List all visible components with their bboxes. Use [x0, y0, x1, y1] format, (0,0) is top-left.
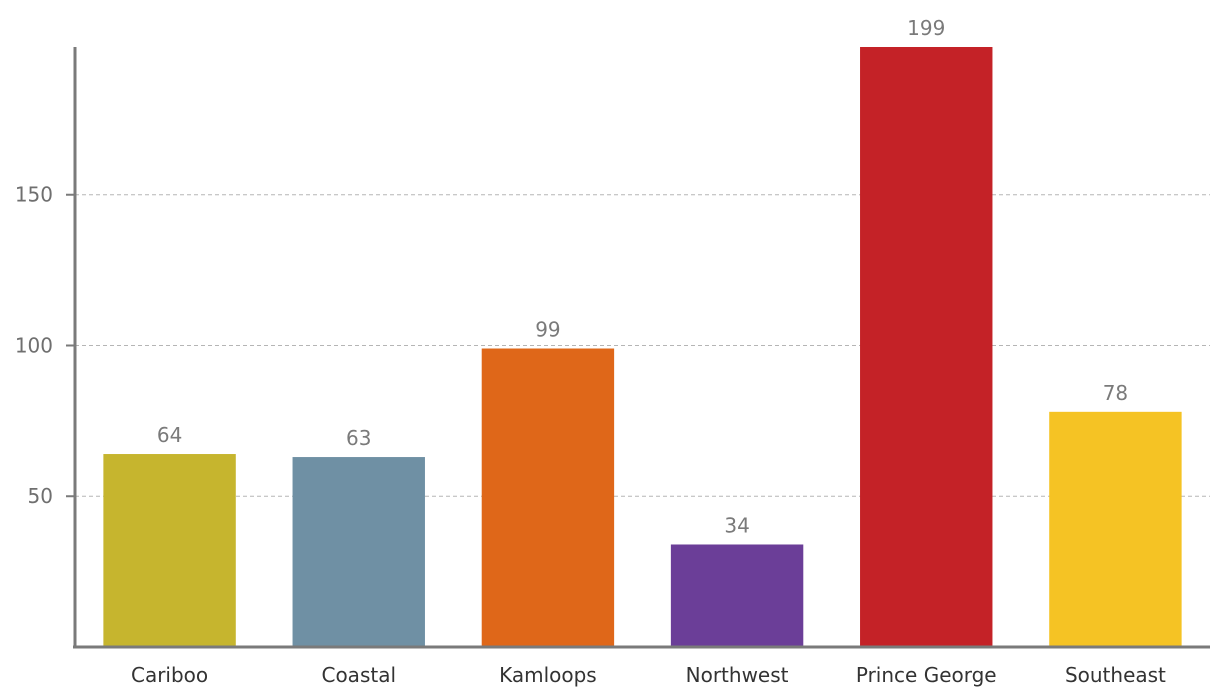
- y-tick-label-150: 150: [15, 183, 53, 207]
- y-tick-label-100: 100: [15, 333, 53, 357]
- data-label-prince-george: 199: [907, 16, 945, 40]
- data-label-kamloops: 99: [535, 318, 560, 342]
- x-tick-label-southeast: Southeast: [1065, 663, 1166, 687]
- y-axis: 50 100 150: [15, 47, 77, 647]
- x-tick-label-coastal: Coastal: [321, 663, 396, 687]
- bar-coastal: [292, 457, 425, 647]
- x-axis: Cariboo Coastal Kamloops Northwest Prince Ge…: [73, 645, 1210, 687]
- x-tick-label-kamloops: Kamloops: [499, 663, 597, 687]
- bar-southeast: [1049, 411, 1182, 647]
- data-label-southeast: 78: [1103, 381, 1128, 405]
- data-label-northwest: 34: [724, 513, 749, 537]
- bar-cariboo: [103, 454, 236, 647]
- bar-northwest: [670, 544, 804, 647]
- x-tick-label-northwest: Northwest: [686, 663, 789, 687]
- y-tick-label-50: 50: [28, 484, 53, 508]
- gridlines: [75, 194, 1210, 497]
- bar-prince-george: [860, 47, 993, 647]
- data-labels: 64 63 99 34 199 78: [157, 16, 1128, 537]
- bar-kamloops: [481, 348, 615, 647]
- bars: [103, 47, 1182, 647]
- data-label-coastal: 63: [346, 426, 371, 450]
- x-tick-label-cariboo: Cariboo: [131, 663, 208, 687]
- x-tick-label-prince-george: Prince George: [856, 663, 997, 687]
- data-label-cariboo: 64: [157, 423, 182, 447]
